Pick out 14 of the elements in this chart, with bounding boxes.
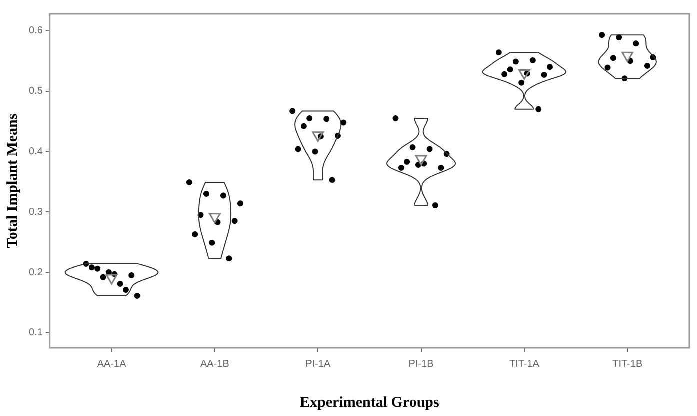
x-tick-label: TIT-1B xyxy=(612,358,643,370)
y-axis-title: Total Implant Means xyxy=(4,114,21,248)
y-tick-label: 0.5 xyxy=(28,86,44,98)
x-tick-label: TIT-1A xyxy=(509,358,540,370)
x-tick-label: AA-1B xyxy=(200,358,230,370)
y-tick-label: 0.6 xyxy=(28,26,44,37)
y-tick-label: 0.2 xyxy=(28,267,44,278)
y-tick-label: 0.1 xyxy=(28,328,44,339)
x-tick-label: PI-1B xyxy=(408,358,434,370)
x-axis-title: Experimental Groups xyxy=(300,394,440,411)
y-tick-label: 0.3 xyxy=(28,206,44,218)
x-tick-label: AA-1A xyxy=(97,358,127,370)
x-tick-label: PI-1A xyxy=(306,358,331,370)
y-tick-label: 0.4 xyxy=(28,146,44,158)
